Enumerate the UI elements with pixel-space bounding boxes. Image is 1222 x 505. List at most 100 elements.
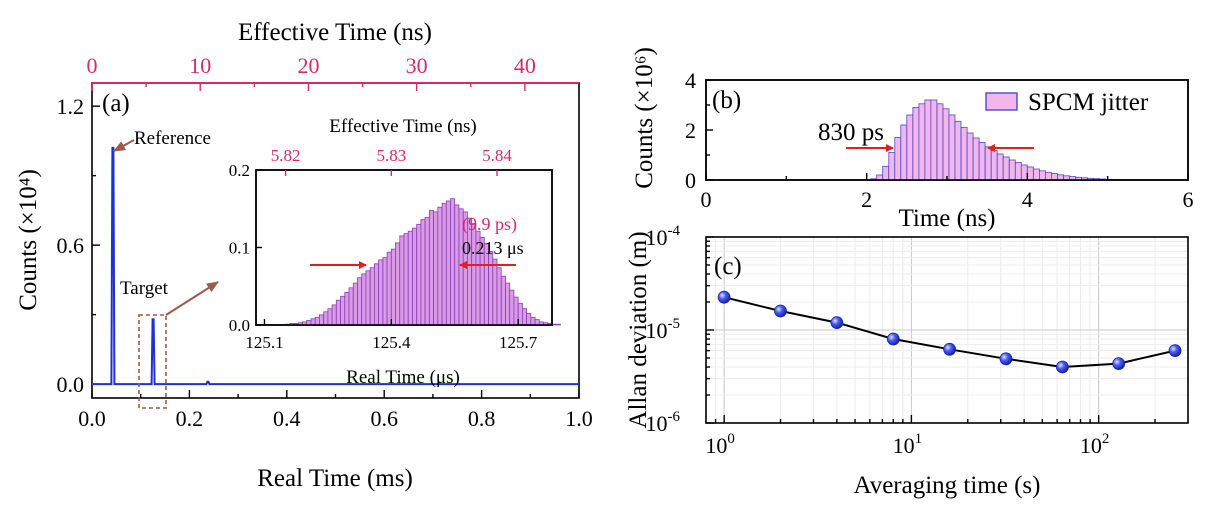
inset-x-tick-label: 125.1 bbox=[245, 333, 283, 352]
panel-b-bar bbox=[1002, 156, 1010, 181]
panel-b-bar bbox=[1014, 162, 1022, 181]
panel-a-y-tick-label: 0.6 bbox=[57, 233, 85, 258]
panel-c-point bbox=[774, 304, 787, 318]
panel-b-bar bbox=[924, 99, 932, 181]
panel-c-tag: (c) bbox=[714, 253, 742, 280]
panel-a-y-tick-label: 1.2 bbox=[57, 94, 85, 119]
panel-b-bar bbox=[1039, 170, 1046, 181]
panel-a-x-tick-label: 1.0 bbox=[565, 406, 593, 431]
target-zoom-box bbox=[138, 314, 167, 409]
panel-c-x-tick-label: 102 bbox=[1080, 431, 1109, 458]
inset-bar bbox=[390, 248, 396, 326]
inset-bar bbox=[323, 311, 329, 326]
inset-bar bbox=[340, 295, 346, 326]
inset-bar bbox=[416, 223, 422, 326]
inset-bar bbox=[386, 251, 392, 326]
inset: 125.1 125.4 125.7 0.0 0.1 0.2 5.82 5.83 5.84 E… bbox=[229, 116, 561, 388]
panel-b-y-tick-label: 4 bbox=[685, 68, 696, 93]
legend-label: SPCM jitter bbox=[1028, 89, 1149, 116]
inset-bar bbox=[500, 275, 506, 326]
panel-b-bar bbox=[906, 114, 914, 181]
inset-top-ticks: 5.82 5.83 5.84 bbox=[271, 146, 512, 176]
panel-b-bar bbox=[984, 146, 992, 181]
panel-c-x-tick-label: 100 bbox=[705, 431, 734, 458]
panel-c-grid bbox=[706, 237, 1188, 423]
panel-b-x-label: Time (ns) bbox=[898, 205, 995, 232]
panel-a-y-label: Counts (×10⁴) bbox=[15, 169, 42, 311]
inset-y-ticks: 0.0 0.1 0.2 bbox=[229, 161, 262, 335]
panel-c-x-label: Averaging time (s) bbox=[854, 472, 1041, 499]
inset-bar bbox=[428, 209, 434, 326]
panel-a-y-ticks: 0.0 0.6 1.2 bbox=[57, 94, 100, 397]
panel-a-top-tick-label: 20 bbox=[297, 53, 319, 78]
panel-b-bar bbox=[972, 137, 980, 181]
panel-b-histogram bbox=[870, 99, 1143, 181]
inset-bar bbox=[555, 323, 561, 326]
inset-bar bbox=[357, 277, 363, 326]
inset-width-ps: (9.9 ps) bbox=[462, 214, 517, 235]
inset-bar bbox=[424, 216, 430, 326]
inset-bar bbox=[454, 204, 460, 326]
inset-bar bbox=[407, 230, 413, 326]
panel-c-y-tick-label: 10-6 bbox=[646, 409, 681, 436]
inset-bar bbox=[399, 235, 405, 326]
panel-a-y-tick-label: 0.0 bbox=[57, 372, 85, 397]
panel-a-x-tick-label: 0.8 bbox=[468, 406, 496, 431]
inset-bar bbox=[445, 200, 451, 326]
panel-a-x-tick-label: 0.2 bbox=[176, 406, 204, 431]
panel-b-bar bbox=[1026, 166, 1034, 181]
inset-top-tick-label: 5.84 bbox=[482, 146, 512, 165]
inset-bar bbox=[352, 282, 358, 326]
panel-a-x-ticks: 0.0 0.2 0.4 0.6 0.8 1.0 bbox=[78, 390, 593, 431]
panel-a: 0 10 20 30 40 Effective Time (ns) 0.0 0.2 0.4 0… bbox=[15, 19, 593, 492]
panel-a-top-tick-label: 40 bbox=[514, 53, 536, 78]
panel-a-tag: (a) bbox=[102, 90, 130, 117]
inset-bar bbox=[327, 308, 333, 326]
inset-bar bbox=[466, 217, 472, 326]
panel-b: 0 2 4 6 0 2 4 (b) Time (ns) Counts (×10⁶) SPC… bbox=[631, 47, 1194, 232]
inset-bar bbox=[365, 270, 371, 326]
panel-c-x-ticks: 100 101 102 bbox=[705, 415, 1156, 458]
panel-b-bar bbox=[918, 103, 926, 181]
panel-c-point bbox=[943, 342, 956, 356]
panel-c: 100 101 102 10-4 10-5 10-6 (c) Averaging tim… bbox=[625, 223, 1189, 499]
panel-b-bar bbox=[948, 114, 956, 181]
inset-y-tick-label: 0.2 bbox=[229, 161, 250, 180]
panel-b-bar bbox=[978, 142, 986, 181]
inset-bar bbox=[348, 287, 354, 326]
inset-bar bbox=[361, 273, 367, 326]
panel-b-bar bbox=[960, 127, 968, 181]
panel-c-point bbox=[717, 290, 731, 304]
panel-b-bar bbox=[1051, 173, 1058, 181]
panel-b-fwhm-label: 830 ps bbox=[818, 119, 884, 146]
panel-c-x-tick-label: 101 bbox=[893, 431, 922, 458]
panel-c-point bbox=[830, 316, 844, 330]
panel-a-top-axis-label: Effective Time (ns) bbox=[238, 19, 432, 46]
inset-top-tick-label: 5.82 bbox=[271, 146, 301, 165]
inset-bar bbox=[522, 308, 528, 326]
inset-bar bbox=[310, 318, 316, 326]
panel-b-y-tick-label: 2 bbox=[685, 118, 696, 143]
inset-x-tick-label: 125.7 bbox=[499, 333, 538, 352]
inset-y-tick-label: 0.1 bbox=[229, 239, 250, 258]
inset-bar bbox=[403, 233, 409, 326]
inset-bar bbox=[488, 250, 494, 326]
panel-b-bar bbox=[990, 150, 998, 181]
panel-b-bar bbox=[954, 120, 962, 181]
inset-bar bbox=[314, 316, 320, 326]
panel-c-y-label: Allan deviation (m) bbox=[625, 231, 652, 428]
legend-swatch bbox=[985, 92, 1018, 111]
inset-bar bbox=[526, 312, 532, 326]
panel-a-top-ticks: 0 10 20 30 40 bbox=[87, 53, 536, 91]
inset-bar bbox=[335, 299, 341, 326]
panel-c-point bbox=[1112, 357, 1126, 371]
panel-b-y-label: Counts (×10⁶) bbox=[631, 47, 658, 189]
panel-b-x-ticks: 0 2 4 6 bbox=[701, 173, 1194, 212]
panel-b-bar bbox=[1045, 171, 1052, 181]
panel-b-bar bbox=[1033, 168, 1040, 181]
inset-x-label: Real Time (μs) bbox=[346, 367, 460, 388]
inset-top-axis-label: Effective Time (ns) bbox=[329, 116, 476, 137]
inset-bar bbox=[505, 282, 511, 326]
target-annotation: Target bbox=[120, 278, 169, 299]
panel-c-y-ticks: 10-4 10-5 10-6 bbox=[646, 223, 714, 436]
